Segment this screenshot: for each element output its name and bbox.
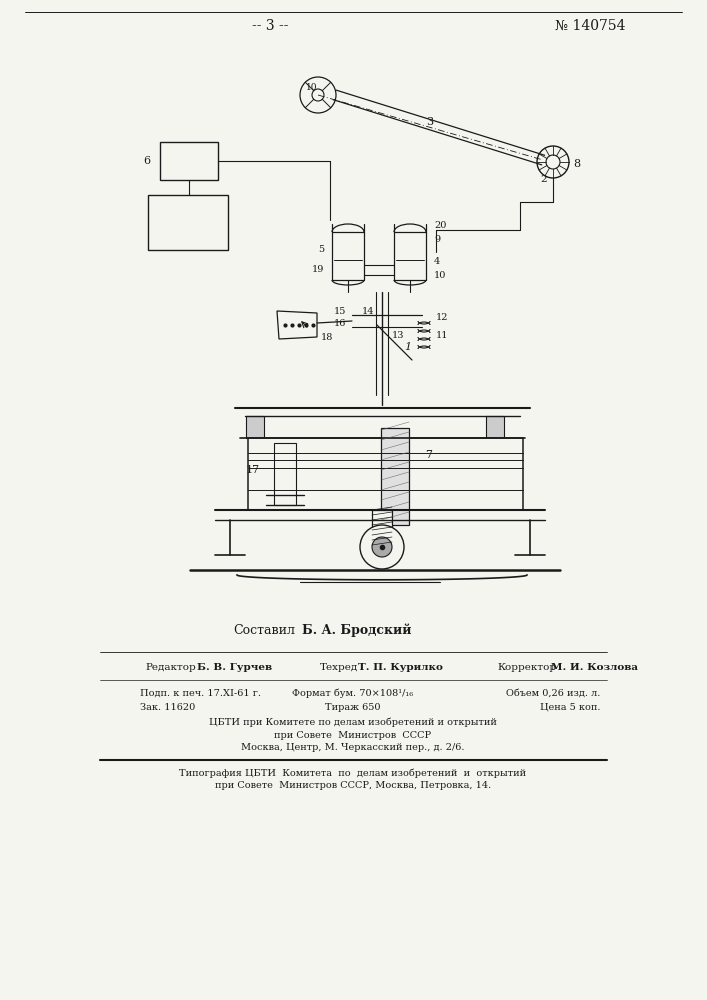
Text: при Совете  Министров СССР, Москва, Петровка, 14.: при Совете Министров СССР, Москва, Петро… xyxy=(215,782,491,790)
Text: -- 3 --: -- 3 -- xyxy=(252,19,288,33)
Polygon shape xyxy=(277,311,317,339)
Text: Формат бум. 70×108¹/₁₆: Формат бум. 70×108¹/₁₆ xyxy=(293,688,414,698)
Text: Т. П. Курилко: Т. П. Курилко xyxy=(358,664,443,672)
Bar xyxy=(372,510,392,550)
Text: Б. А. Бродский: Б. А. Бродский xyxy=(302,623,411,637)
Text: 19: 19 xyxy=(312,265,324,274)
Text: 8: 8 xyxy=(573,159,580,169)
Bar xyxy=(160,142,218,180)
Text: 10: 10 xyxy=(434,270,446,279)
Text: № 140754: № 140754 xyxy=(555,19,626,33)
Text: 9: 9 xyxy=(434,235,440,244)
Bar xyxy=(381,428,409,525)
Circle shape xyxy=(537,146,569,178)
Text: 18: 18 xyxy=(321,332,333,342)
Text: 2: 2 xyxy=(541,176,547,184)
Text: 5: 5 xyxy=(318,245,324,254)
Text: Корректор: Корректор xyxy=(497,664,556,672)
Text: 7: 7 xyxy=(425,450,432,460)
Text: Зак. 11620: Зак. 11620 xyxy=(140,702,195,712)
Text: 13: 13 xyxy=(392,330,404,340)
Text: Цена 5 коп.: Цена 5 коп. xyxy=(539,702,600,712)
Text: 20: 20 xyxy=(434,222,446,231)
Bar xyxy=(394,232,426,280)
Bar xyxy=(274,443,296,505)
Circle shape xyxy=(372,537,392,557)
Text: Редактор: Редактор xyxy=(145,664,196,672)
Text: Подп. к печ. 17.XI-61 г.: Подп. к печ. 17.XI-61 г. xyxy=(140,688,261,698)
Text: 10: 10 xyxy=(306,84,317,93)
Text: 6: 6 xyxy=(143,156,150,166)
Text: 16: 16 xyxy=(334,318,346,328)
Circle shape xyxy=(360,525,404,569)
Text: 11: 11 xyxy=(436,330,448,340)
Text: ЦБТИ при Комитете по делам изобретений и открытий: ЦБТИ при Комитете по делам изобретений и… xyxy=(209,717,497,727)
Text: Техред: Техред xyxy=(320,664,358,672)
Text: Тираж 650: Тираж 650 xyxy=(325,702,381,712)
Bar xyxy=(332,232,364,280)
Bar xyxy=(486,416,504,438)
Text: М. И. Козлова: М. И. Козлова xyxy=(551,664,638,672)
Text: 12: 12 xyxy=(436,312,448,322)
Text: Объем 0,26 изд. л.: Объем 0,26 изд. л. xyxy=(506,688,600,698)
Text: Москва, Центр, М. Черкасский пер., д. 2/6.: Москва, Центр, М. Черкасский пер., д. 2/… xyxy=(241,744,464,752)
Text: 14: 14 xyxy=(361,306,374,316)
Circle shape xyxy=(300,77,336,113)
Text: 3: 3 xyxy=(426,117,433,127)
Text: при Совете  Министров  СССР: при Совете Министров СССР xyxy=(274,730,431,740)
Bar xyxy=(148,195,228,250)
Text: Б. В. Гурчев: Б. В. Гурчев xyxy=(197,664,272,672)
Text: 15: 15 xyxy=(334,306,346,316)
Text: Составил: Составил xyxy=(233,624,295,637)
Text: Типография ЦБТИ  Комитета  по  делам изобретений  и  открытий: Типография ЦБТИ Комитета по делам изобре… xyxy=(180,768,527,778)
Text: 1: 1 xyxy=(404,342,411,352)
Bar xyxy=(246,416,264,438)
Text: 4: 4 xyxy=(434,257,440,266)
Text: 17: 17 xyxy=(246,465,260,475)
Bar xyxy=(248,438,523,510)
